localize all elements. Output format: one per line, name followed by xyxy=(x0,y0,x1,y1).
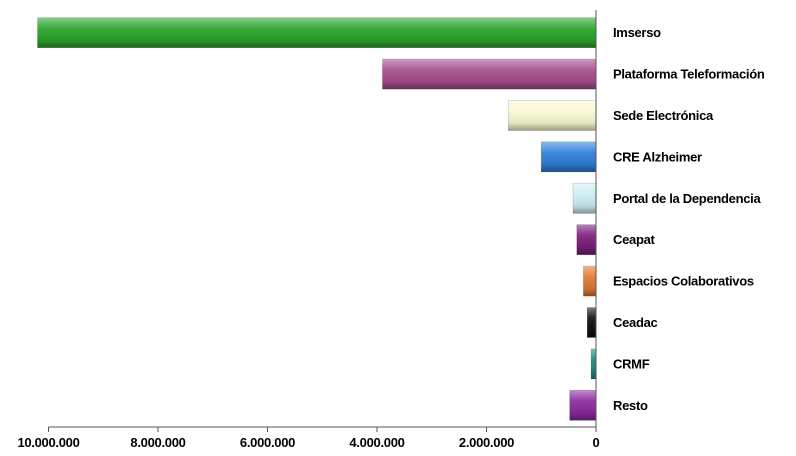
bar-imserso xyxy=(37,17,597,49)
bar-shading xyxy=(583,266,596,297)
bar-shading xyxy=(576,224,596,255)
category-label-imserso: Imserso xyxy=(613,25,661,40)
x-tick-label: 0 xyxy=(593,435,600,450)
bar-shading xyxy=(508,100,596,131)
x-tick-label: 6.000.000 xyxy=(240,435,295,450)
bar-shading xyxy=(569,390,596,421)
bar-resto xyxy=(569,389,597,421)
category-label-ceadac: Ceadac xyxy=(613,315,658,330)
category-label-ceapat: Ceapat xyxy=(613,232,656,247)
bar-shading xyxy=(37,17,597,48)
category-label-sede-electronica: Sede Electrónica xyxy=(613,108,714,123)
bar-shading xyxy=(587,307,596,338)
x-tick-label: 2.000.000 xyxy=(459,435,514,450)
category-label-portal-de-la-dependencia: Portal de la Dependencia xyxy=(613,191,761,206)
x-axis-ticks: 10.000.000 8.000.000 6.000.000 4.000.000 2.0… xyxy=(17,427,600,450)
bar-shading xyxy=(591,348,596,379)
category-label-crmf: CRMF xyxy=(613,356,650,371)
bar-shading xyxy=(541,141,596,172)
bar-espacios-colaborativos xyxy=(583,265,597,297)
category-labels: Imserso Plataforma Teleformación Sede Elec… xyxy=(613,25,765,413)
category-label-resto: Resto xyxy=(613,398,648,413)
bar-cre-alzheimer xyxy=(540,141,597,173)
x-tick-label: 4.000.000 xyxy=(349,435,404,450)
bar-plataforma-teleformacion xyxy=(382,58,597,90)
bar-shading xyxy=(382,59,596,90)
category-label-cre-alzheimer: CRE Alzheimer xyxy=(613,149,702,164)
bar-ceadac xyxy=(586,307,597,338)
x-tick-label: 8.000.000 xyxy=(130,435,185,450)
bar-portal-de-la-dependencia xyxy=(572,183,597,214)
bars-layer xyxy=(37,17,597,421)
category-label-plataforma-teleformacion: Plataforma Teleformación xyxy=(613,67,765,82)
bar-ceapat xyxy=(576,224,597,255)
bar-crmf xyxy=(590,348,597,380)
bar-shading xyxy=(573,183,596,214)
x-tick-label: 10.000.000 xyxy=(17,435,79,450)
bar-sede-electronica xyxy=(508,100,597,131)
category-label-espacios-colaborativos: Espacios Colaborativos xyxy=(613,274,754,289)
